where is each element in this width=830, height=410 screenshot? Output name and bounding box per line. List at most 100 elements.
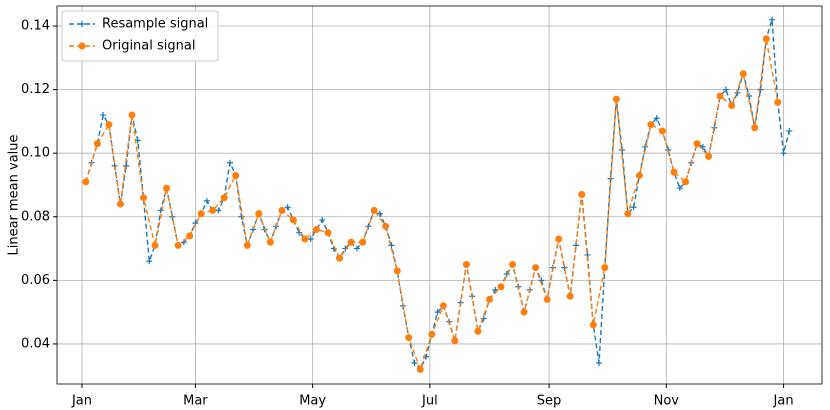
y-axis-label: Linear mean value bbox=[7, 134, 22, 255]
y-tick-label: 0.12 bbox=[21, 82, 50, 97]
x-tick-label: Jul bbox=[421, 394, 438, 409]
point-marker bbox=[474, 327, 482, 335]
point-marker bbox=[676, 185, 683, 192]
point-marker bbox=[705, 152, 713, 160]
point-marker bbox=[393, 267, 401, 275]
legend-label: Resample signal bbox=[102, 17, 208, 32]
point-marker bbox=[238, 213, 245, 220]
x-tick-label: Sep bbox=[537, 394, 562, 409]
point-marker bbox=[780, 150, 787, 157]
point-marker bbox=[203, 197, 210, 204]
point-marker bbox=[635, 171, 643, 179]
point-marker bbox=[642, 143, 649, 150]
point-marker bbox=[762, 35, 770, 43]
point-marker bbox=[278, 206, 286, 214]
point-marker bbox=[520, 308, 528, 316]
point-marker bbox=[116, 200, 124, 208]
point-marker bbox=[532, 264, 540, 272]
point-marker bbox=[451, 337, 459, 345]
point-marker bbox=[255, 210, 263, 218]
point-marker bbox=[439, 302, 447, 310]
point-marker bbox=[485, 295, 493, 303]
point-marker bbox=[428, 330, 436, 338]
point-marker bbox=[682, 178, 690, 186]
series-line bbox=[85, 19, 791, 371]
y-tick-label: 0.14 bbox=[21, 19, 50, 34]
point-marker bbox=[658, 127, 666, 135]
point-marker bbox=[157, 207, 164, 214]
point-marker bbox=[370, 206, 378, 214]
point-marker bbox=[434, 309, 441, 316]
point-marker bbox=[722, 86, 729, 93]
point-marker bbox=[769, 16, 776, 23]
point-marker bbox=[209, 206, 217, 214]
point-marker bbox=[347, 238, 355, 246]
x-tick-label: Jan bbox=[773, 394, 794, 409]
point-marker bbox=[146, 258, 153, 265]
point-marker bbox=[480, 315, 487, 322]
point-marker bbox=[555, 235, 563, 243]
point-marker bbox=[751, 124, 759, 132]
point-marker bbox=[139, 194, 147, 202]
point-marker bbox=[336, 254, 344, 262]
x-tick-label: Nov bbox=[654, 394, 680, 409]
point-marker bbox=[163, 184, 171, 192]
point-marker bbox=[612, 95, 620, 103]
point-marker bbox=[376, 210, 383, 217]
point-marker bbox=[312, 225, 320, 233]
point-marker bbox=[653, 115, 660, 122]
x-tick-label: Jan bbox=[71, 394, 92, 409]
point-marker bbox=[93, 140, 101, 148]
point-marker bbox=[359, 238, 367, 246]
point-marker bbox=[220, 194, 228, 202]
point-marker bbox=[82, 178, 90, 186]
point-marker bbox=[601, 264, 609, 272]
point-marker bbox=[365, 223, 372, 230]
y-tick-label: 0.08 bbox=[21, 209, 50, 224]
y-tick-label: 0.04 bbox=[21, 336, 50, 351]
series-line bbox=[85, 38, 779, 372]
plot-frame bbox=[56, 5, 823, 385]
point-marker bbox=[716, 92, 724, 100]
point-marker bbox=[745, 92, 752, 99]
point-marker bbox=[388, 242, 395, 249]
point-marker bbox=[774, 98, 782, 106]
legend-label: Original signal bbox=[102, 39, 195, 54]
point-marker bbox=[566, 292, 574, 300]
point-marker bbox=[578, 191, 586, 199]
point-marker bbox=[405, 334, 413, 342]
point-marker bbox=[151, 241, 159, 249]
point-marker bbox=[250, 226, 257, 233]
point-marker bbox=[78, 42, 86, 50]
point-marker bbox=[462, 260, 470, 268]
point-marker bbox=[786, 127, 793, 134]
point-marker bbox=[301, 235, 309, 243]
point-marker bbox=[624, 210, 632, 218]
point-marker bbox=[589, 321, 597, 329]
point-marker bbox=[186, 232, 194, 240]
point-marker bbox=[416, 365, 424, 373]
point-marker bbox=[284, 204, 291, 211]
point-marker bbox=[174, 241, 182, 249]
point-marker bbox=[266, 238, 274, 246]
point-marker bbox=[232, 171, 240, 179]
point-marker bbox=[411, 360, 418, 367]
legend: Resample signal Original signal bbox=[61, 10, 219, 62]
x-tick-label: May bbox=[299, 394, 326, 409]
y-tick-label: 0.06 bbox=[21, 273, 50, 288]
point-marker bbox=[353, 245, 360, 252]
point-marker bbox=[382, 222, 390, 230]
point-marker bbox=[503, 271, 510, 278]
point-marker bbox=[647, 121, 655, 129]
point-marker bbox=[79, 21, 85, 27]
point-marker bbox=[226, 159, 233, 166]
point-marker bbox=[105, 121, 113, 129]
point-marker bbox=[319, 216, 326, 223]
point-marker bbox=[289, 216, 297, 224]
y-tick-label: 0.10 bbox=[21, 146, 50, 161]
point-marker bbox=[596, 360, 603, 367]
point-marker bbox=[100, 112, 107, 119]
point-marker bbox=[509, 260, 517, 268]
point-marker bbox=[123, 162, 130, 169]
point-marker bbox=[630, 204, 637, 211]
